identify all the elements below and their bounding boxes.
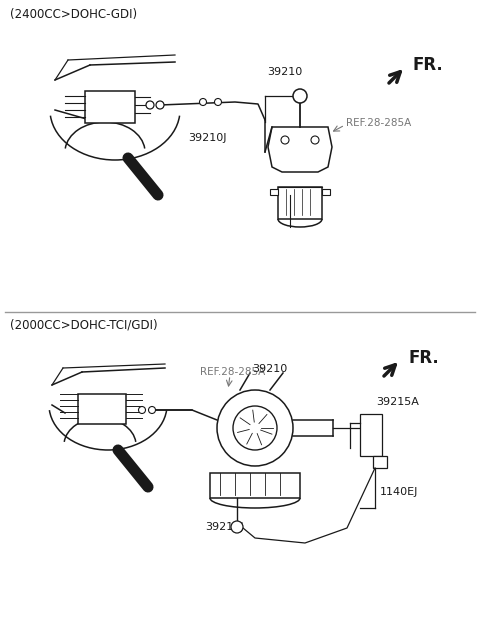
Circle shape — [233, 406, 277, 450]
Circle shape — [311, 136, 319, 144]
Text: REF.28-285A: REF.28-285A — [346, 118, 411, 128]
Circle shape — [215, 99, 221, 105]
Text: (2400CC>DOHC-GDI): (2400CC>DOHC-GDI) — [10, 8, 137, 21]
Bar — [360, 414, 382, 456]
Circle shape — [293, 89, 307, 103]
Circle shape — [231, 521, 243, 533]
Text: 39210: 39210 — [252, 364, 288, 374]
Circle shape — [156, 101, 164, 109]
Text: 39210J: 39210J — [205, 522, 243, 532]
Circle shape — [217, 390, 293, 466]
Circle shape — [281, 136, 289, 144]
Text: 1140EJ: 1140EJ — [380, 487, 419, 497]
Text: 39210J: 39210J — [188, 133, 227, 143]
Circle shape — [148, 407, 156, 414]
Bar — [373, 456, 387, 468]
Text: 39210: 39210 — [267, 67, 302, 77]
Text: FR.: FR. — [408, 349, 439, 367]
Bar — [78, 394, 126, 424]
Text: FR.: FR. — [413, 56, 444, 74]
Bar — [278, 187, 322, 219]
Text: 39215A: 39215A — [376, 397, 419, 407]
Bar — [322, 189, 330, 195]
Text: (2000CC>DOHC-TCI/GDI): (2000CC>DOHC-TCI/GDI) — [10, 318, 157, 331]
Polygon shape — [268, 127, 332, 172]
Circle shape — [146, 101, 154, 109]
Bar — [210, 473, 300, 498]
Circle shape — [139, 407, 145, 414]
Circle shape — [200, 99, 206, 105]
Bar — [85, 91, 135, 123]
Bar — [270, 189, 278, 195]
Text: REF.28-285A: REF.28-285A — [200, 367, 265, 377]
